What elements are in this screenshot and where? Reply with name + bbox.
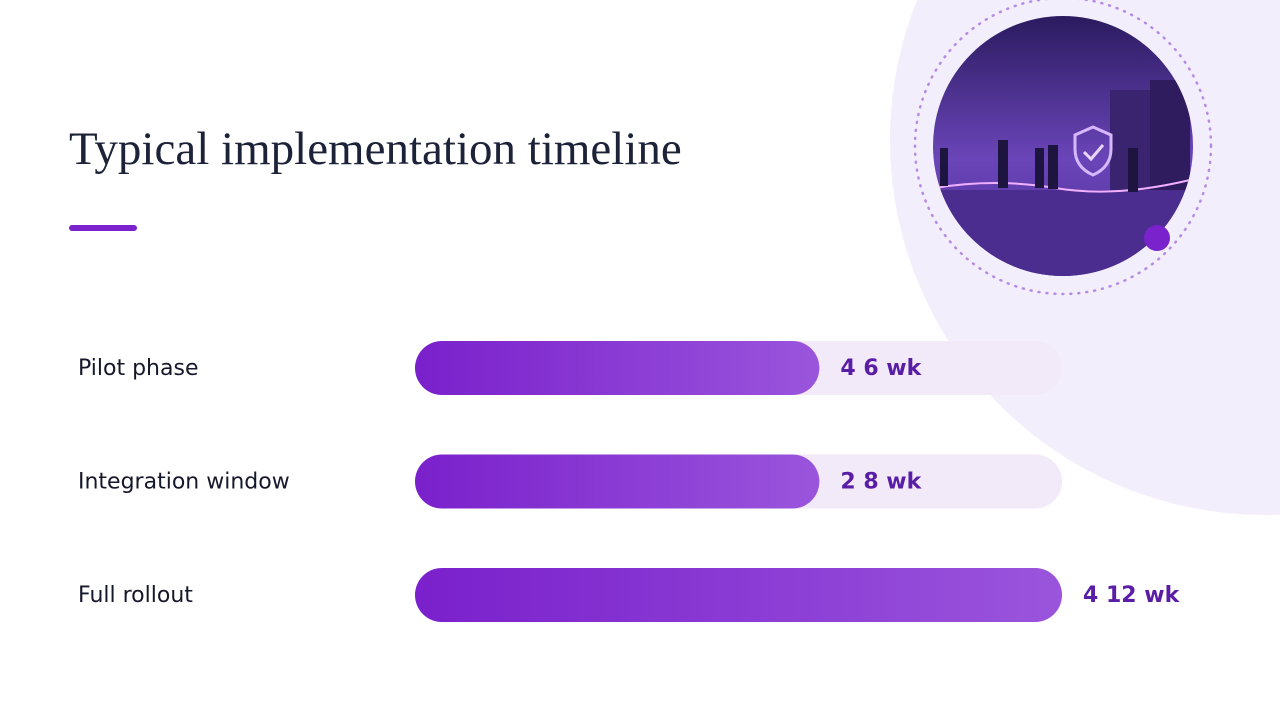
value-label: 2 8 wk — [840, 470, 922, 495]
value-label: 4 6 wk — [840, 356, 922, 381]
chart-title: Typical implementation timeline — [69, 123, 682, 175]
accent-dot — [1144, 225, 1170, 251]
category-label: Pilot phase — [78, 356, 198, 381]
bar — [415, 568, 1062, 622]
title-accent — [69, 225, 137, 231]
dotted-ring — [913, 0, 1213, 296]
category-label: Full rollout — [78, 583, 193, 608]
category-label: Integration window — [78, 470, 290, 495]
bar — [415, 341, 820, 395]
value-label: 4 12 wk — [1083, 583, 1181, 608]
bar — [415, 454, 820, 509]
